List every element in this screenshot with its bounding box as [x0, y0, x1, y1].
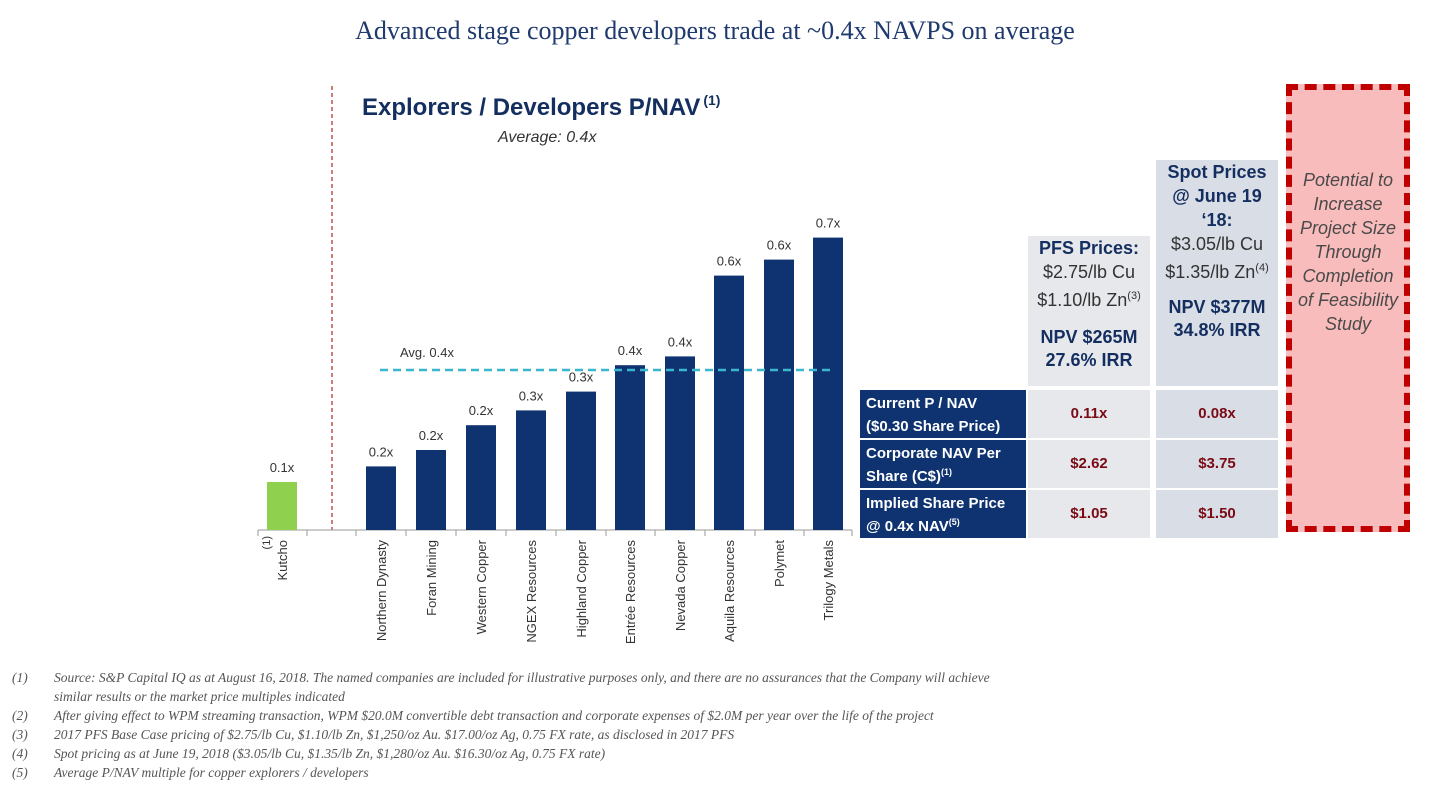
table-row: Corporate NAV Per Share (C$)(1) $2.62 $3.… [860, 440, 1278, 488]
average-line-label: Avg. 0.4x [400, 345, 454, 360]
category-label: Northern Dynasty [374, 540, 389, 642]
bar-data-label: 0.6x [767, 238, 792, 253]
bar [714, 275, 744, 530]
footnotes: (1) Source: S&P Capital IQ as at August 1… [12, 668, 1212, 782]
bar-data-label: 0.1x [270, 460, 295, 475]
footnote: (3) 2017 PFS Base Case pricing of $2.75/l… [12, 727, 735, 742]
row-label: Corporate NAV Per Share (C$)(1) [860, 440, 1026, 488]
bar [267, 482, 297, 530]
row-label: Implied Share Price @ 0.4x NAV(5) [860, 490, 1026, 538]
table-row: Implied Share Price @ 0.4x NAV(5) $1.05 $… [860, 490, 1278, 538]
category-label: NGEX Resources [524, 540, 539, 643]
category-label: Entrée Resources [623, 540, 638, 645]
bar-data-label: 0.4x [618, 343, 643, 358]
bar [466, 425, 496, 530]
pfs-value: $2.62 [1028, 440, 1150, 488]
potential-callout-box: Potential to Increase Project Size Throu… [1286, 84, 1410, 532]
footnote: (1) Source: S&P Capital IQ as at August 1… [12, 670, 990, 704]
bar [416, 450, 446, 530]
row-label: Current P / NAV ($0.30 Share Price) [860, 390, 1026, 438]
spot-value: $3.75 [1156, 440, 1278, 488]
pfs-value: 0.11x [1028, 390, 1150, 438]
spot-prices-header: Spot Prices @ June 19 ‘18: $3.05/lb Cu $… [1156, 160, 1278, 386]
kutcho-footnote-ref: (1) [261, 536, 273, 549]
chart-title: Explorers / Developers P/NAV (1) [362, 92, 721, 121]
spot-value: $1.50 [1156, 490, 1278, 538]
bar [813, 237, 843, 530]
bar-data-label: 0.3x [519, 388, 544, 403]
p-nav-bar-chart: 0.1x Kutcho 0.2x Northern Dynasty 0.2x Foran … [257, 86, 853, 645]
bar-data-label: 0.2x [369, 444, 394, 459]
bar [566, 391, 596, 530]
category-label: Highland Copper [574, 539, 589, 637]
pfs-value: $1.05 [1028, 490, 1150, 538]
category-label: Kutcho [275, 540, 290, 580]
footnote: (2) After giving effect to WPM streaming … [12, 708, 934, 723]
bar-data-label: 0.2x [419, 428, 444, 443]
category-label: Foran Mining [424, 540, 439, 616]
bar-data-label: 0.6x [717, 254, 742, 269]
page-title: Advanced stage copper developers trade a… [355, 16, 1075, 45]
category-label: Polymet [772, 540, 787, 587]
footnote: (4) Spot pricing as at June 19, 2018 ($3.… [12, 746, 606, 761]
bar-data-label: 0.7x [816, 216, 841, 231]
category-label: Trilogy Metals [821, 540, 836, 621]
bar [516, 410, 546, 530]
bar [764, 259, 794, 530]
category-label: Nevada Copper [673, 539, 688, 631]
footnote: (5) Average P/NAV multiple for copper exp… [12, 765, 369, 780]
bar-data-label: 0.3x [569, 370, 594, 385]
chart-subtitle: Average: 0.4x [498, 129, 597, 146]
pfs-prices-header: PFS Prices: $2.75/lb Cu $1.10/lb Zn(3) N… [1028, 236, 1150, 386]
bar [366, 466, 396, 530]
bar [665, 356, 695, 530]
bar-data-label: 0.2x [469, 403, 494, 418]
category-label: Western Copper [474, 539, 489, 634]
spot-value: 0.08x [1156, 390, 1278, 438]
bar-data-label: 0.4x [668, 334, 693, 349]
table-row: Current P / NAV ($0.30 Share Price) 0.11x… [860, 390, 1278, 438]
category-label: Aquila Resources [722, 540, 737, 642]
bar [615, 365, 645, 530]
